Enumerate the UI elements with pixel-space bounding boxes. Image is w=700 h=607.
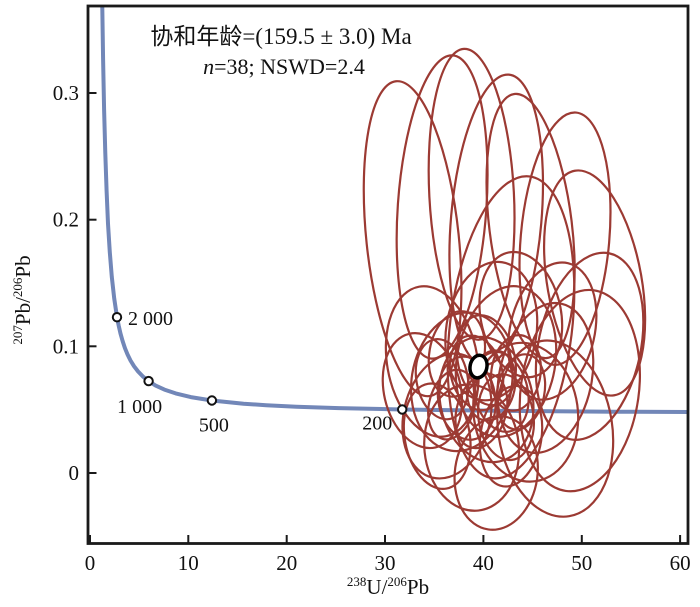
error-ellipse	[485, 92, 576, 360]
y-axis-title-base1: Pb/	[11, 297, 35, 325]
y-axis-title: 207Pb/206Pb	[10, 255, 35, 344]
error-ellipse	[472, 341, 580, 483]
age-marker-point	[206, 395, 218, 406]
age-marker-label: 1 000	[117, 396, 162, 418]
plot-area	[100, 6, 688, 531]
x-axis-title-sup2: 206	[387, 574, 407, 589]
error-ellipse	[542, 169, 647, 397]
error-ellipse	[427, 47, 516, 341]
age-marker-label: 200	[362, 413, 392, 435]
y-tick-label: 0.2	[53, 208, 79, 232]
chart-annotation-stats: n=38; NSWD=2.4	[203, 54, 365, 79]
y-axis-title-base2: Pb	[11, 255, 35, 277]
error-ellipse	[381, 332, 464, 450]
x-tick-label: 60	[670, 551, 691, 575]
concordia-age-ellipse	[468, 353, 489, 380]
x-tick-label: 20	[276, 551, 297, 575]
y-axis-title-sup2: 206	[10, 277, 25, 297]
error-ellipse	[518, 288, 642, 493]
annotation-stats-text: =38; NSWD=2.4	[214, 54, 365, 79]
error-ellipse	[402, 382, 472, 490]
error-ellipse	[478, 384, 544, 488]
error-ellipse	[518, 111, 612, 366]
error-ellipse	[444, 260, 539, 402]
x-tick-label: 10	[178, 551, 199, 575]
error-ellipse	[477, 373, 535, 462]
y-axis-title-sup1: 207	[10, 325, 25, 345]
error-ellipse	[438, 335, 535, 464]
age-marker-label: 500	[199, 415, 229, 437]
error-ellipse	[453, 415, 539, 531]
plot-border	[86, 4, 690, 545]
age-marker-point	[397, 404, 408, 415]
x-axis-title-base2: Pb	[407, 575, 429, 599]
error-ellipse	[427, 368, 477, 441]
x-axis-title-sup1: 238	[347, 574, 367, 589]
age-marker-layer: 2 000 1 000 500 200	[111, 308, 408, 437]
x-tick-label: 0	[85, 551, 96, 575]
annotation-n-symbol: n	[203, 54, 214, 79]
x-axis-title: 238U/206Pb	[347, 574, 429, 599]
y-tick-label: 0.1	[53, 334, 79, 358]
error-ellipse	[534, 251, 645, 441]
x-tick-label: 40	[473, 551, 494, 575]
error-ellipse	[455, 314, 517, 407]
error-ellipse	[362, 80, 463, 398]
error-ellipse	[446, 175, 576, 480]
age-marker-point	[143, 375, 154, 387]
error-ellipse	[495, 353, 547, 431]
age-marker-label: 2 000	[128, 308, 173, 330]
concordia-curve	[100, 6, 688, 414]
error-ellipse	[489, 334, 542, 412]
chart-annotation-age: 协和年龄=(159.5 ± 3.0) Ma	[150, 24, 411, 49]
y-tick-label: 0	[69, 461, 80, 485]
error-ellipse	[478, 250, 564, 379]
tick-layer: 0 10 20 30 40 50 60 0 0.1 0.2 0.3	[53, 81, 691, 575]
x-tick-label: 50	[571, 551, 592, 575]
error-ellipse	[496, 301, 595, 455]
x-axis-title-base1: U/	[366, 575, 387, 599]
y-tick-label: 0.3	[53, 81, 79, 105]
error-ellipse	[384, 285, 480, 438]
age-marker-point	[111, 312, 123, 323]
x-tick-label: 30	[375, 551, 396, 575]
